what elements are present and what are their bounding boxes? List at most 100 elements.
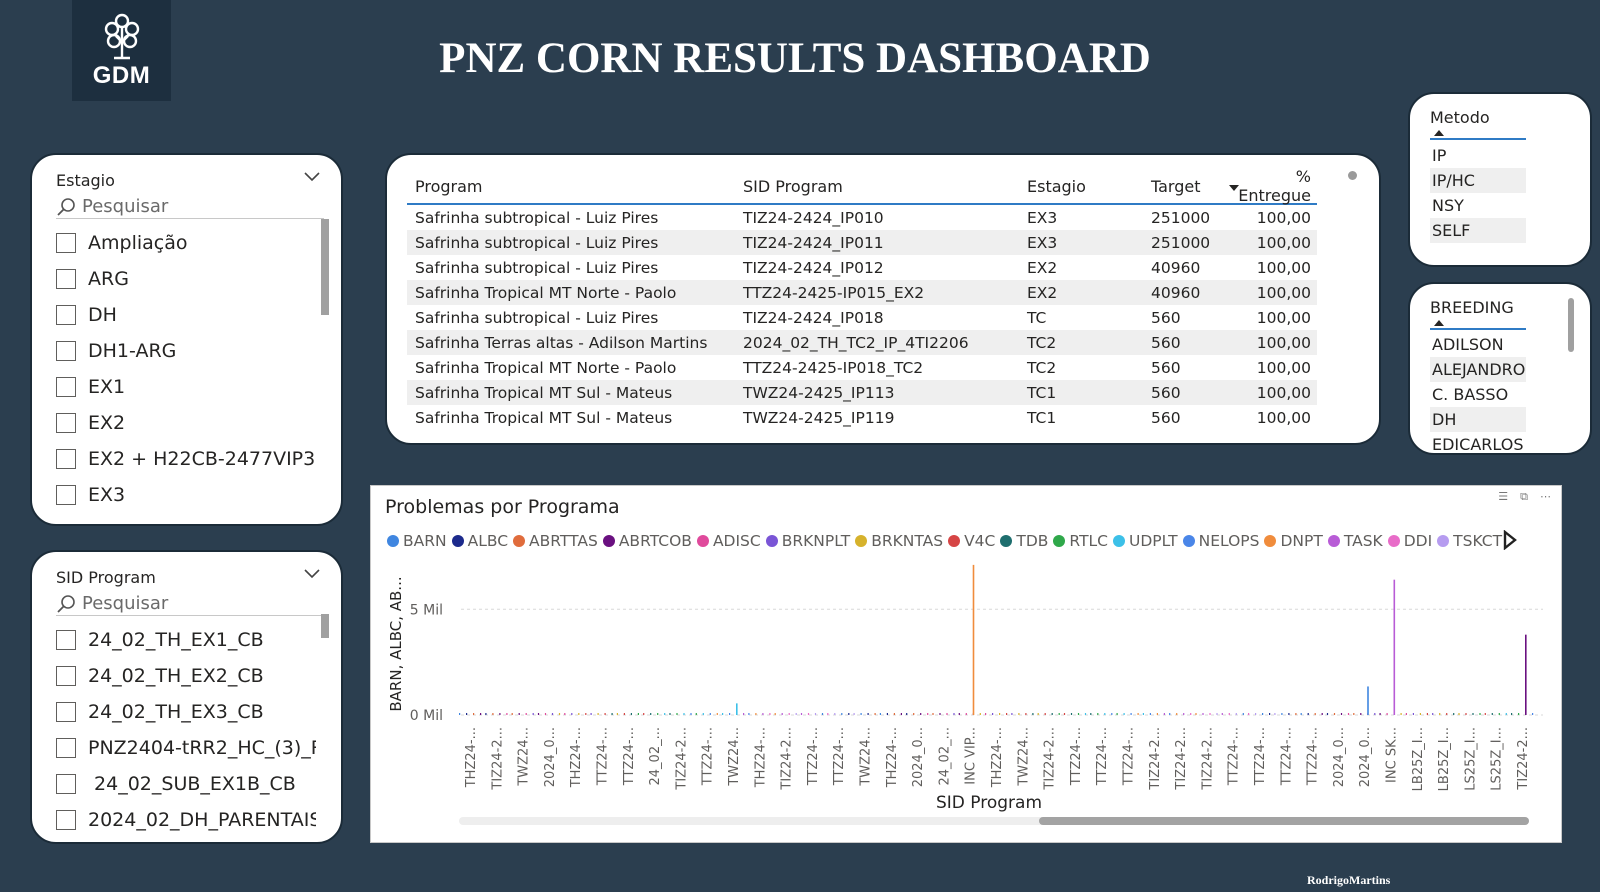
table-row[interactable]: Safrinha subtropical - Luiz Pires TIZ24-2… xyxy=(407,230,1317,255)
legend-item[interactable]: TDB xyxy=(1000,532,1048,550)
list-item[interactable]: NSY xyxy=(1432,196,1464,215)
y-tick-label: 0 Mil xyxy=(410,708,443,724)
checkbox[interactable] xyxy=(56,738,76,758)
table-row[interactable]: Safrinha subtropical - Luiz Pires TIZ24-2… xyxy=(415,208,1311,227)
scrollbar[interactable] xyxy=(1568,298,1574,352)
legend-item[interactable]: DDI xyxy=(1387,532,1432,550)
chevron-down-icon[interactable] xyxy=(303,566,321,580)
list-item[interactable]: SELF xyxy=(1430,218,1526,243)
checkbox[interactable] xyxy=(56,702,76,722)
legend-next-icon[interactable] xyxy=(1502,530,1518,550)
scrollbar[interactable] xyxy=(321,614,329,638)
list-item[interactable]: ARG xyxy=(56,261,316,297)
list-item[interactable]: EDICARLOS xyxy=(1432,435,1524,454)
x-tick-label: THZ24-... xyxy=(753,727,768,788)
more-options-dot[interactable] xyxy=(1348,171,1357,180)
legend-item[interactable]: ALBC xyxy=(451,532,508,550)
list-item[interactable]: IP xyxy=(1432,146,1447,165)
legend-item[interactable]: BARN xyxy=(387,532,447,550)
checkbox[interactable] xyxy=(56,630,76,650)
checkbox[interactable] xyxy=(56,449,76,469)
legend-item[interactable]: V4C xyxy=(948,532,995,550)
bar xyxy=(1190,713,1192,715)
legend-item[interactable]: RTLC xyxy=(1053,532,1108,550)
list-item[interactable]: EX2 xyxy=(56,405,316,441)
bar xyxy=(1484,713,1486,715)
sid-list: 24_02_TH_EX1_CB 24_02_TH_EX2_CB 24_02_TH… xyxy=(56,622,316,838)
list-item[interactable]: EX2 + H22CB-2477VIP3 xyxy=(56,441,316,477)
col-header-target[interactable]: Target xyxy=(1151,176,1201,196)
col-header-sid[interactable]: SID Program xyxy=(743,176,843,196)
checkbox[interactable] xyxy=(56,377,76,397)
table-row[interactable]: Safrinha subtropical - Luiz Pires TIZ24-2… xyxy=(415,308,1311,327)
checkbox[interactable] xyxy=(56,233,76,253)
list-item[interactable]: 24_02_TH_EX3_CB xyxy=(56,694,316,730)
bar xyxy=(736,703,738,715)
checkbox[interactable] xyxy=(56,485,76,505)
bar xyxy=(544,713,547,715)
list-item[interactable]: DH xyxy=(56,297,316,333)
horizontal-scrollbar[interactable] xyxy=(459,817,1529,825)
list-item[interactable]: 24_02_SUB_EX1B_CB xyxy=(56,766,316,802)
table-row[interactable]: Safrinha subtropical - Luiz Pires TIZ24-2… xyxy=(415,258,1311,277)
col-header-program[interactable]: Program xyxy=(415,176,483,196)
focus-mode-icon[interactable]: ⧉ xyxy=(1520,490,1528,503)
legend-item[interactable]: ABRTTAS xyxy=(513,532,598,550)
legend-item[interactable]: UDPLT xyxy=(1113,532,1178,550)
list-item[interactable]: EX1 xyxy=(56,369,316,405)
scrollbar[interactable] xyxy=(321,219,329,315)
legend-item[interactable]: DNPT xyxy=(1264,532,1323,550)
bar xyxy=(623,713,625,715)
more-options-icon[interactable]: ⋯ xyxy=(1540,490,1551,503)
filter-icon[interactable]: ☰ xyxy=(1498,490,1509,503)
bar xyxy=(1374,713,1376,715)
checkbox[interactable] xyxy=(56,666,76,686)
list-item[interactable]: PNZ2404-tRR2_HC_(3)_Re... xyxy=(56,730,316,766)
list-item[interactable]: DH1-ARG xyxy=(56,333,316,369)
checkbox[interactable] xyxy=(56,341,76,361)
list-item[interactable]: EX3 xyxy=(56,477,316,513)
legend-item[interactable]: NELOPS xyxy=(1182,532,1259,550)
checkbox[interactable] xyxy=(56,305,76,325)
table-row[interactable]: Safrinha Tropical MT Sul - Mateus TWZ24-2… xyxy=(415,408,1311,427)
x-tick-label: TTZ24-... xyxy=(1227,727,1242,786)
checkbox[interactable] xyxy=(56,810,76,830)
checkbox[interactable] xyxy=(56,269,76,289)
table-row[interactable]: Safrinha Terras altas - Adilson Martins 2… xyxy=(407,330,1317,355)
checkbox[interactable] xyxy=(56,413,76,433)
list-item[interactable]: ALEJANDRO xyxy=(1430,357,1526,382)
list-item[interactable]: Ampliação xyxy=(56,225,316,261)
bar xyxy=(769,713,771,715)
list-item[interactable]: IP/HC xyxy=(1430,168,1526,193)
table-row[interactable]: Safrinha Tropical MT Norte - Paolo TTZ24-… xyxy=(407,280,1317,305)
legend-item[interactable]: ABRTCOB xyxy=(602,532,692,550)
bar xyxy=(1037,713,1039,715)
checkbox[interactable] xyxy=(56,774,76,794)
list-item[interactable]: DH xyxy=(1430,407,1526,432)
col-header-entregue[interactable]: % Entregue xyxy=(1227,167,1317,205)
col-header-estagio[interactable]: Estagio xyxy=(1027,176,1086,196)
list-item[interactable]: 24_02_TH_EX2_CB xyxy=(56,658,316,694)
list-item[interactable]: ADILSON xyxy=(1432,335,1504,354)
bar xyxy=(1405,713,1407,715)
legend-item[interactable]: ADISC xyxy=(696,532,761,550)
list-item[interactable]: 24_02_TH_EX1_CB xyxy=(56,622,316,658)
scrollbar-thumb[interactable] xyxy=(1039,817,1529,825)
bar xyxy=(1032,713,1034,715)
table-row[interactable]: Safrinha Tropical MT Sul - Mateus TWZ24-2… xyxy=(407,380,1317,405)
x-tick-label: INC VIP... xyxy=(964,727,979,785)
list-item[interactable]: C. BASSO xyxy=(1432,385,1509,404)
legend-item[interactable]: TASK xyxy=(1327,532,1383,550)
search-input[interactable]: Pesquisar xyxy=(56,195,324,219)
legend-item[interactable]: TSKCT xyxy=(1437,532,1502,550)
search-placeholder: Pesquisar xyxy=(82,196,169,217)
list-item[interactable]: 2024_02_DH_PARENTAIS_... xyxy=(56,802,316,838)
legend-item[interactable]: BRKNPLT xyxy=(765,532,850,550)
legend-item[interactable]: BRKNTAS xyxy=(855,532,943,550)
table-row[interactable]: Safrinha Tropical MT Norte - Paolo TTZ24-… xyxy=(415,358,1311,377)
search-input[interactable]: Pesquisar xyxy=(56,592,324,616)
bar xyxy=(532,713,534,715)
bar xyxy=(518,713,520,715)
legend-label: ABRTTAS xyxy=(529,532,598,550)
chevron-down-icon[interactable] xyxy=(303,169,321,183)
